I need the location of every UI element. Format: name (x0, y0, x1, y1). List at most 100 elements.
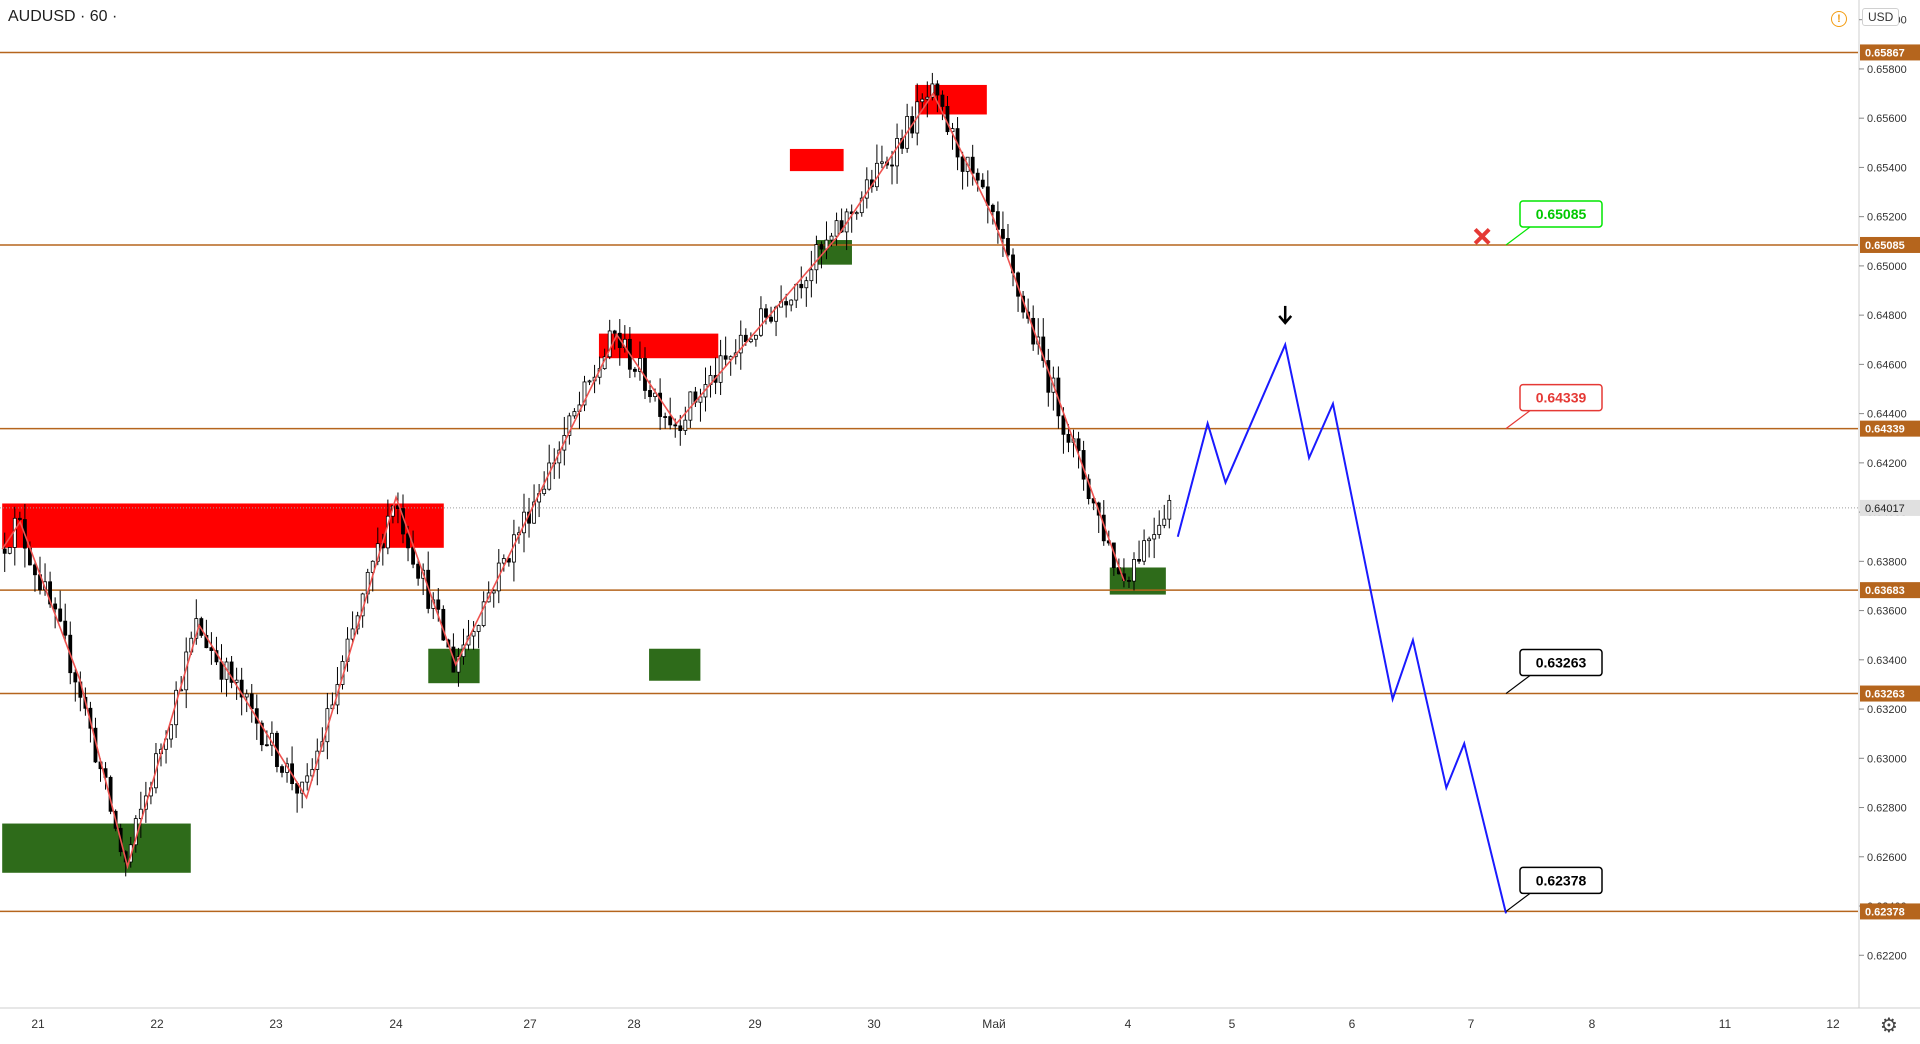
level-axis-label: 0.63263 (1865, 689, 1905, 701)
y-tick-label: 0.63800 (1867, 556, 1907, 568)
candle (573, 412, 576, 416)
x-tick-label: 23 (269, 1017, 283, 1031)
candle (835, 221, 838, 236)
x-tick-label: 11 (1719, 1017, 1732, 1031)
callout-label: 0.64339 (1536, 390, 1587, 406)
candle (613, 331, 616, 333)
y-tick-label: 0.63600 (1867, 606, 1907, 618)
candle (220, 662, 223, 679)
candle (800, 284, 803, 287)
candle (64, 621, 67, 635)
candle (18, 518, 21, 519)
candle (417, 564, 420, 578)
candle (785, 302, 788, 305)
candle (280, 767, 283, 773)
candle (633, 369, 636, 371)
y-tick-label: 0.62200 (1867, 950, 1907, 962)
callout-label: 0.65085 (1536, 206, 1587, 222)
candle (981, 180, 984, 187)
y-tick-label: 0.64600 (1867, 359, 1907, 371)
x-tick-label: 6 (1349, 1017, 1356, 1031)
candle (754, 335, 757, 339)
candle (820, 245, 823, 250)
candle (896, 138, 899, 165)
x-tick-label: 29 (748, 1017, 762, 1031)
candle (810, 270, 813, 281)
candle (1047, 361, 1050, 393)
candle (674, 425, 677, 426)
x-tick-label: 4 (1125, 1017, 1132, 1031)
x-tick-label: 12 (1826, 1017, 1840, 1031)
y-tick-label: 0.65000 (1867, 261, 1907, 273)
callout-label: 0.63263 (1536, 655, 1587, 671)
candle (59, 609, 62, 621)
candle (492, 591, 495, 593)
candle (679, 426, 682, 431)
candle (250, 694, 253, 709)
x-tick-label: 30 (867, 1017, 881, 1031)
warning-icon[interactable]: ! (1831, 11, 1847, 27)
x-tick-label: 24 (389, 1017, 403, 1031)
candle (941, 95, 944, 106)
candle (245, 694, 248, 697)
candle (880, 162, 883, 163)
candle (976, 173, 979, 180)
candle (855, 213, 858, 214)
candle (588, 381, 591, 382)
candle (1067, 434, 1070, 442)
candle (946, 106, 949, 131)
candle (815, 245, 818, 270)
level-axis-label: 0.65085 (1865, 240, 1905, 252)
candle (543, 489, 546, 493)
supply-zone[interactable] (599, 334, 718, 359)
candle (33, 565, 36, 575)
y-tick-label: 0.65600 (1867, 113, 1907, 125)
candle (1127, 580, 1130, 581)
candle (1168, 500, 1171, 519)
candle (790, 300, 793, 305)
candle (891, 165, 894, 166)
candle (8, 547, 11, 553)
y-tick-label: 0.62600 (1867, 852, 1907, 864)
candle (477, 626, 480, 632)
candle (54, 604, 57, 609)
candle (170, 725, 173, 739)
demand-zone[interactable] (649, 649, 700, 681)
y-tick-label: 0.65200 (1867, 212, 1907, 224)
candle (830, 236, 833, 240)
candle (764, 309, 767, 317)
candle (1163, 519, 1166, 525)
candle (669, 417, 672, 425)
symbol-title[interactable]: AUDUSD · 60 · (8, 8, 117, 26)
currency-badge[interactable]: USD (1862, 8, 1899, 26)
y-tick-label: 0.63200 (1867, 704, 1907, 716)
candle (921, 99, 924, 102)
candle (74, 673, 77, 682)
y-tick-label: 0.63400 (1867, 655, 1907, 667)
candle (724, 356, 727, 359)
candle (1077, 439, 1080, 451)
demand-zone[interactable] (2, 824, 191, 873)
x-tick-label: 21 (31, 1017, 45, 1031)
candle (649, 390, 652, 396)
candle (664, 417, 667, 418)
candle (437, 600, 440, 609)
supply-zone[interactable] (790, 149, 844, 171)
candle (991, 205, 994, 211)
level-axis-label: 0.65867 (1865, 47, 1905, 59)
candle (1001, 229, 1004, 238)
settings-gear-icon[interactable]: ⚙ (1880, 1013, 1898, 1037)
candle (1148, 539, 1151, 541)
candle (235, 680, 238, 682)
y-tick-label: 0.62800 (1867, 803, 1907, 815)
y-tick-label: 0.63000 (1867, 753, 1907, 765)
x-tick-label: Май (982, 1017, 1006, 1031)
candle (3, 549, 6, 553)
time-axis[interactable] (0, 1008, 1920, 1039)
x-tick-label: 8 (1589, 1017, 1596, 1031)
candle (1138, 559, 1141, 561)
y-tick-label: 0.64200 (1867, 458, 1907, 470)
supply-zone[interactable] (915, 85, 987, 115)
